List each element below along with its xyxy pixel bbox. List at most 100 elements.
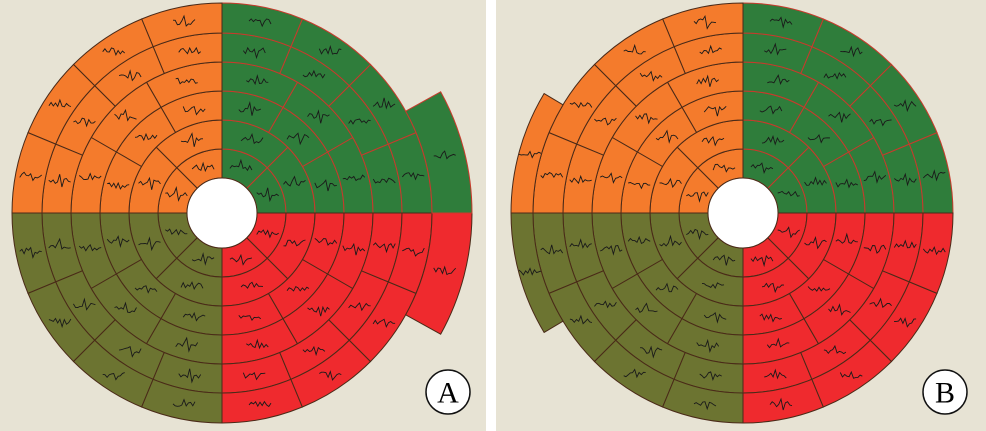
waveform [283,175,306,187]
waveform [686,191,709,203]
waveform [828,111,851,123]
waveform [342,174,366,182]
waveform [114,108,137,122]
segment [908,212,954,295]
waveform [807,134,831,144]
waveform [229,253,253,266]
panel-label-circle [922,369,968,415]
waveform [712,254,736,266]
waveform [178,368,202,384]
waveform [78,243,102,252]
waveform [701,135,725,147]
waveform [804,176,827,186]
waveform [894,172,917,187]
waveform [242,46,266,60]
waveform [106,235,130,248]
waveform [302,69,326,79]
waveform [627,235,651,245]
waveform [191,252,215,266]
waveform [319,370,342,381]
waveform [628,182,651,190]
waveform [518,150,542,159]
waveform [693,14,717,30]
waveform [759,313,782,323]
waveform [134,285,158,294]
waveform [165,186,188,202]
waveform [433,150,456,160]
waveform [165,228,188,236]
waveform [893,239,917,249]
waveform [433,265,457,276]
waveform [623,368,646,379]
waveform [182,311,206,322]
waveform [19,171,42,182]
waveform [569,101,593,109]
waveform [686,228,709,241]
waveform [599,172,623,184]
waveform [701,282,725,289]
waveform [750,254,774,268]
waveform [286,285,310,292]
waveform [372,318,396,328]
waveform [761,282,785,294]
waveform [242,372,266,381]
waveform [318,45,342,55]
waveform [835,232,858,244]
waveform [869,118,892,127]
waveform [73,117,96,128]
waveform [102,47,126,57]
waveform [696,74,719,87]
waveform [48,174,71,188]
waveform [402,247,425,257]
waveform [840,45,863,58]
waveform [314,237,338,246]
waveform [640,345,663,359]
waveform [804,235,827,250]
waveform [655,282,679,293]
waveform [693,401,717,411]
waveform [594,300,617,309]
waveform [623,43,646,55]
waveform [138,236,161,252]
waveform [248,18,272,28]
waveform [114,301,137,313]
waveform [256,229,279,239]
waveform [138,176,161,190]
waveform [699,44,722,55]
waveform [246,338,269,350]
waveform [48,237,71,250]
waveform [839,370,863,379]
waveform [777,226,800,239]
waveform [764,368,787,380]
waveform [348,302,371,312]
waveform [823,344,847,355]
waveform [759,105,783,115]
waveform [107,181,130,190]
waveform [48,317,72,329]
panel-label-circle [425,369,471,415]
waveform [342,242,366,256]
waveform [600,244,623,256]
waveform [401,171,425,181]
waveform [540,244,564,255]
waveform [238,101,261,116]
waveform [518,267,542,276]
waveform [302,345,326,357]
waveform [922,169,946,182]
waveform [569,238,592,249]
waveform [19,246,42,259]
polar-map-a [11,2,473,424]
waveform [635,302,658,314]
waveform [699,371,722,381]
waveform [540,172,564,179]
waveform [863,244,887,254]
waveform [256,187,279,203]
waveform [286,132,310,146]
waveform [807,286,831,292]
waveform [569,314,593,325]
waveform [372,242,396,254]
waveform [594,117,617,126]
center-hole [707,177,779,249]
polar-map-b [510,2,954,424]
waveform [372,97,396,110]
